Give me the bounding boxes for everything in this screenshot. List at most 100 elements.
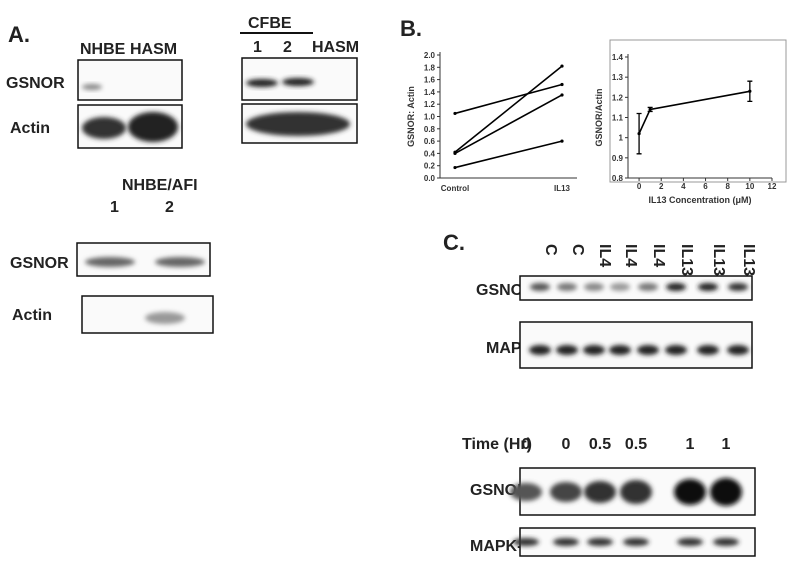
band	[553, 538, 579, 546]
row-label: GSNOR	[6, 75, 65, 92]
band	[710, 478, 742, 506]
y-tick-label: 1.0	[424, 113, 436, 122]
y-tick-label: 1.2	[612, 93, 624, 102]
y-tick-label: 0.0	[424, 174, 436, 183]
point	[453, 151, 457, 155]
x-tick-label: 4	[681, 182, 686, 191]
band	[727, 345, 749, 355]
series-line	[454, 94, 563, 155]
y-tick-label: 0.4	[424, 149, 436, 158]
band	[583, 345, 605, 355]
error-bar	[747, 80, 753, 103]
band	[155, 257, 205, 267]
band	[587, 538, 613, 546]
point	[453, 165, 457, 170]
x-tick-label: Control	[441, 184, 469, 193]
y-tick-label: 1	[619, 134, 624, 143]
y-tick-label: 1.8	[424, 63, 436, 72]
lane-label: 1	[686, 436, 695, 453]
x-tick-label: 6	[703, 182, 708, 191]
band	[246, 79, 278, 87]
lane-label: NHBE	[80, 41, 126, 58]
x-axis-label: IL13 Concentration (μM)	[648, 195, 751, 205]
lane-label: 0.5	[625, 436, 647, 453]
y-axis-label: GSNOR: Actin	[406, 86, 416, 147]
band	[82, 84, 102, 90]
lane-label: HASM	[312, 39, 359, 56]
column-header: Time (Hr)	[462, 436, 532, 453]
band	[510, 483, 542, 501]
row-label: GSNOR	[10, 255, 69, 272]
band	[620, 480, 652, 504]
x-tick-label: 2	[659, 182, 664, 191]
series-line	[454, 140, 563, 169]
band	[128, 112, 178, 142]
panel-label: B.	[400, 16, 422, 41]
band	[584, 283, 604, 291]
y-tick-label: 1.3	[612, 73, 624, 82]
y-tick-label: 0.2	[424, 162, 436, 171]
band	[550, 482, 582, 502]
lane-label: IL13	[710, 244, 727, 276]
blot	[519, 321, 753, 369]
band	[665, 345, 687, 355]
error-bar	[647, 106, 653, 113]
y-tick-label: 1.4	[424, 88, 436, 97]
point	[560, 93, 564, 97]
x-tick-label: 8	[725, 182, 730, 191]
band	[530, 283, 550, 291]
point	[560, 82, 564, 87]
lane-label: 2	[165, 199, 174, 216]
lane-label: HASM	[130, 41, 177, 58]
y-tick-label: 0.6	[424, 137, 436, 146]
lane-label: 0	[522, 436, 531, 453]
lane-label: C	[569, 244, 586, 256]
lane-label: 1	[253, 39, 262, 56]
band	[698, 283, 718, 291]
band	[697, 345, 719, 355]
band	[637, 345, 659, 355]
blot	[77, 59, 183, 101]
row-label: Actin	[12, 307, 52, 324]
y-tick-label: 1.1	[612, 114, 624, 123]
lane-label: 1	[110, 199, 119, 216]
band	[728, 283, 748, 291]
y-tick-label: 0.8	[424, 125, 436, 134]
band	[609, 345, 631, 355]
x-tick-label: 0	[637, 182, 642, 191]
row-label: MAPK-	[470, 538, 522, 555]
lane-label: IL13	[740, 244, 757, 276]
lane-label: 0.5	[589, 436, 611, 453]
band	[610, 283, 630, 291]
band	[246, 112, 350, 136]
y-tick-label: 0.9	[612, 154, 624, 163]
lane-label: 0	[562, 436, 571, 453]
band	[713, 538, 739, 546]
y-tick-label: 1.2	[424, 100, 436, 109]
y-tick-label: 2.0	[424, 51, 436, 60]
y-tick-label: 0.8	[612, 174, 624, 183]
band	[556, 345, 578, 355]
band	[82, 117, 126, 139]
band	[584, 481, 616, 503]
band	[677, 538, 703, 546]
lane-label: IL13	[678, 244, 695, 276]
band	[674, 479, 706, 505]
error-bar	[636, 112, 642, 155]
row-label: Actin	[10, 120, 50, 137]
lane-label: 1	[722, 436, 731, 453]
series-line	[454, 65, 563, 153]
lane-label: C	[542, 244, 559, 256]
band	[666, 283, 686, 291]
panel-label: A.	[8, 22, 30, 47]
x-tick-label: 12	[768, 182, 777, 191]
blot	[81, 295, 214, 334]
band	[557, 283, 577, 291]
band	[623, 538, 649, 546]
lane-label: IL4	[622, 244, 639, 267]
group-label: CFBE	[248, 15, 292, 32]
band	[513, 538, 539, 546]
series-line	[454, 83, 563, 115]
point	[560, 139, 564, 143]
